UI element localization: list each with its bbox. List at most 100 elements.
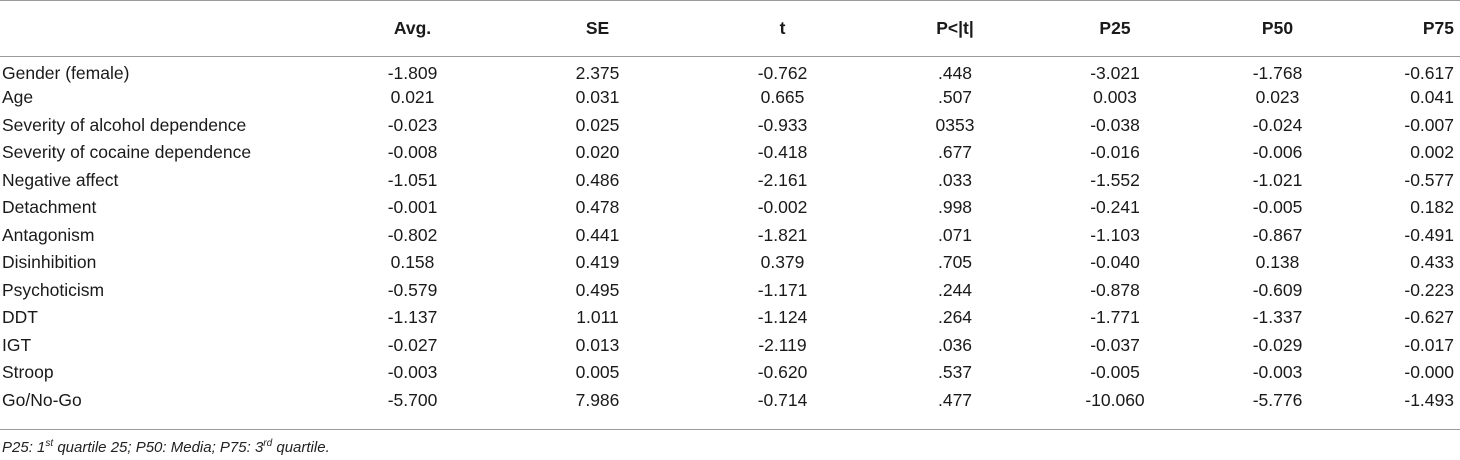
table-cell: -0.617 [1404,63,1454,83]
table-bottom-rule [0,429,1460,430]
table-body: Gender (female) -1.809 2.375 -0.762 .448 -3.0… [0,57,1460,415]
table-cell: .537 [937,362,973,383]
table-cell: 0.002 [1410,142,1454,163]
table-cell: .507 [937,87,973,108]
table-cell: 0.013 [575,334,620,355]
table-cell: -0.038 [1090,114,1140,135]
table-cell: -0.491 [1404,224,1454,245]
table-row: Negative affect -1.051 0.486 -2.161 .033 -1.5… [0,167,1460,195]
row-label: Detachment [2,197,97,218]
footnote-text: quartile 25; P50: Media; P75: 3 [53,439,264,456]
table-cell: .705 [937,252,973,273]
table-cell: -0.002 [757,197,808,218]
table-cell: -1.021 [1252,169,1303,190]
table-cell: .071 [937,224,973,245]
table-cell: -0.867 [1252,224,1303,245]
table-cell: -0.418 [757,142,808,163]
table-cell: -0.609 [1252,279,1303,300]
table-cell: .036 [937,334,973,355]
table-cell: 0.021 [390,87,435,108]
row-label: Psychoticism [2,279,105,300]
row-label: Disinhibition [2,252,97,273]
table-cell: -0.627 [1404,307,1454,328]
row-label: IGT [2,334,32,355]
table-cell: -1.771 [1090,307,1140,328]
table-header: Avg. SE t P<|t| P25 P50 P75 [0,0,1460,57]
table-cell: 0.003 [1093,87,1137,108]
table-cell: 0.419 [575,252,620,273]
table-cell: -1.821 [757,224,808,245]
table-row: Disinhibition 0.158 0.419 0.379 .705 -0.040 0.… [0,249,1460,277]
table-cell: 0.023 [1255,87,1300,108]
table-cell: -2.161 [757,169,808,190]
column-header: P50 [1195,0,1360,57]
table-cell: -0.878 [1090,279,1140,300]
column-header: P<|t| [875,0,1035,57]
table-cell: -0.000 [1404,362,1454,383]
table-cell: -5.776 [1252,389,1303,410]
table-cell: -0.007 [1404,114,1454,135]
table-cell: -1.124 [757,307,808,328]
table-cell: -1.493 [1404,389,1454,410]
row-label: Go/No-Go [2,389,82,410]
table-cell: -1.809 [387,63,438,83]
table-cell: 0.005 [575,362,620,383]
column-header: P75 [1360,0,1460,57]
table-row: Antagonism -0.802 0.441 -1.821 .071 -1.103 -0.… [0,222,1460,250]
table-cell: -0.577 [1404,169,1454,190]
table-cell: 0.441 [575,224,620,245]
table-cell: .244 [937,279,973,300]
table-cell: -0.006 [1252,142,1303,163]
table-cell: -0.024 [1252,114,1303,135]
table-cell: -0.579 [387,279,438,300]
table-cell: .033 [937,169,973,190]
table-row: DDT -1.137 1.011 -1.124 .264 -1.771 -1.337 -0.6… [0,304,1460,332]
table-cell: 0.495 [575,279,620,300]
table-row: Age 0.021 0.031 0.665 .507 0.003 0.023 0.041 [0,84,1460,112]
table-cell: -3.021 [1090,63,1140,83]
column-header-label [0,0,320,57]
table-cell: -0.008 [387,142,438,163]
table-cell: -0.001 [387,197,438,218]
table-cell: -0.933 [757,114,808,135]
table-cell: -1.337 [1252,307,1303,328]
table-row: Gender (female) -1.809 2.375 -0.762 .448 -3.0… [0,57,1460,85]
table-cell: -0.037 [1090,334,1140,355]
table-cell: -0.005 [1090,362,1140,383]
row-label: Antagonism [2,224,95,245]
table-row: IGT -0.027 0.013 -2.119 .036 -0.037 -0.029 -0.0… [0,332,1460,360]
table-row: Severity of alcohol dependence -0.023 0.02… [0,112,1460,140]
table-row: Severity of cocaine dependence -0.008 0.02… [0,139,1460,167]
table-cell: -0.017 [1404,334,1454,355]
table-cell: 0.041 [1410,87,1454,108]
row-label: Gender (female) [2,63,130,83]
table-cell: -0.223 [1404,279,1454,300]
table-cell: 0.486 [575,169,620,190]
row-label: Severity of alcohol dependence [2,114,247,135]
table-cell: 0.138 [1255,252,1300,273]
column-header: SE [505,0,690,57]
results-table: Avg. SE t P<|t| P25 P50 P75 Gender (female) -1.… [0,0,1460,415]
table-cell: -0.005 [1252,197,1303,218]
table-cell: .677 [937,142,973,163]
table-cell: -0.762 [757,63,808,83]
table-cell: -2.119 [758,334,807,355]
table-cell: 0.478 [575,197,620,218]
table-cell: -0.241 [1090,197,1140,218]
footnote-superscript: st [45,438,54,449]
table-cell: -1.137 [387,307,438,328]
table-cell: -0.023 [387,114,438,135]
table-cell: 1.011 [576,307,619,328]
table-cell: .448 [937,63,973,83]
table-cell: 0.020 [575,142,620,163]
footnote-text: P25: 1 [2,439,46,456]
table-footnote: P25: 1st quartile 25; P50: Media; P75: 3… [2,438,330,456]
table-cell: -0.016 [1090,142,1140,163]
table-cell: -1.171 [757,279,808,300]
table-cell: -5.700 [387,389,438,410]
footnote-text: quartile. [272,439,330,456]
table-cell: 0.025 [575,114,620,135]
row-label: Negative affect [2,169,119,190]
row-label: DDT [2,307,38,328]
